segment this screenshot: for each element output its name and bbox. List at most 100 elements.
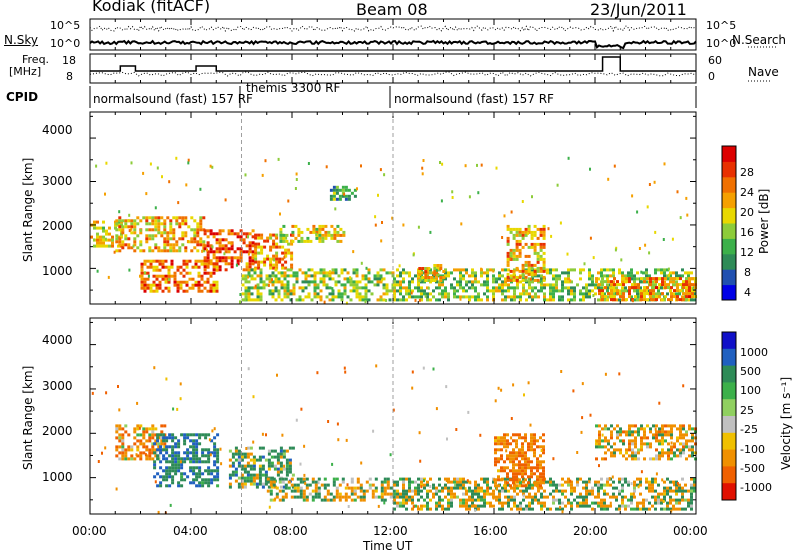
heatmap-cell <box>506 466 509 470</box>
heatmap-cell <box>429 292 432 296</box>
heatmap-cell <box>111 241 114 245</box>
heatmap-cell <box>247 292 251 296</box>
heatmap-cell <box>133 243 137 247</box>
power-colorbar-swatch <box>722 253 736 270</box>
heatmap-cell <box>335 489 339 493</box>
heatmap-cell <box>186 240 189 243</box>
heatmap-cell <box>474 504 477 508</box>
heatmap-cell <box>666 268 669 272</box>
heatmap-cell <box>118 408 121 412</box>
heatmap-cell <box>489 268 492 272</box>
heatmap-cell <box>678 292 681 296</box>
heatmap-cell <box>183 478 187 482</box>
heatmap-cell <box>569 479 572 483</box>
heatmap-cell <box>314 492 318 496</box>
heatmap-cell <box>221 244 225 248</box>
heatmap-cell <box>537 498 540 502</box>
heatmap-cell <box>285 233 289 237</box>
noise-sky-trace <box>89 39 697 50</box>
heatmap-cell <box>362 492 366 496</box>
heatmap-cell <box>275 233 279 237</box>
heatmap-cell <box>244 274 248 278</box>
heatmap-cell <box>148 439 152 443</box>
heatmap-cell <box>648 507 651 511</box>
heatmap-cell <box>480 274 483 278</box>
heatmap-cell <box>157 442 161 446</box>
heatmap-cell <box>634 442 637 446</box>
heatmap-cell <box>616 292 619 296</box>
heatmap-cell <box>529 423 532 427</box>
heatmap-cell <box>685 292 688 296</box>
heatmap-cell <box>344 194 348 198</box>
heatmap-cell <box>492 492 495 496</box>
heatmap-cell <box>661 298 664 302</box>
heatmap-cell <box>252 455 256 459</box>
heatmap-cell <box>658 430 661 434</box>
heatmap-cell <box>604 286 607 290</box>
heatmap-cell <box>356 477 360 481</box>
heatmap-cell <box>690 504 693 508</box>
heatmap-cell <box>261 485 265 489</box>
heatmap-cell <box>181 234 185 238</box>
heatmap-cell <box>527 445 530 449</box>
heatmap-cell <box>621 483 624 487</box>
heatmap-cell <box>679 427 682 431</box>
heatmap-cell <box>151 442 155 446</box>
heatmap-cell <box>613 295 616 299</box>
heatmap-cell <box>570 507 573 511</box>
heatmap-cell <box>203 259 207 263</box>
heatmap-cell <box>462 274 465 278</box>
heatmap-cell <box>284 486 288 490</box>
heatmap-cell <box>289 292 293 296</box>
heatmap-cell <box>666 486 669 490</box>
heatmap-cell <box>206 277 210 281</box>
heatmap-cell <box>660 271 663 275</box>
heatmap-cell <box>685 442 688 446</box>
heatmap-cell <box>524 230 528 234</box>
heatmap-cell <box>334 207 337 211</box>
heatmap-cell <box>653 180 656 184</box>
heatmap-cell <box>509 478 512 482</box>
heatmap-cell <box>420 483 423 487</box>
heatmap-cell <box>254 260 258 264</box>
heatmap-cell <box>549 477 552 481</box>
heatmap-cell <box>355 286 359 290</box>
heatmap-cell <box>418 267 422 270</box>
heatmap-cell <box>619 427 622 431</box>
heatmap-cell <box>693 298 696 302</box>
heatmap-cell <box>691 427 694 431</box>
heatmap-cell <box>684 271 687 275</box>
heatmap-cell <box>561 289 564 293</box>
heatmap-cell <box>684 483 687 487</box>
vel-cb-tick-25: 25 <box>740 404 754 417</box>
heatmap-cell <box>667 457 670 461</box>
heatmap-cell <box>685 277 688 281</box>
heatmap-cell <box>527 442 530 446</box>
heatmap-cell <box>521 233 525 237</box>
heatmap-cell <box>521 484 524 488</box>
heatmap-cell <box>603 498 606 502</box>
heatmap-cell <box>613 454 616 458</box>
heatmap-cell <box>336 239 340 243</box>
heatmap-cell <box>227 256 231 260</box>
heatmap-cell <box>512 454 515 458</box>
heatmap-cell <box>297 239 301 243</box>
heatmap-cell <box>227 262 231 266</box>
heatmap-cell <box>420 292 423 296</box>
heatmap-cell <box>364 283 368 287</box>
heatmap-cell <box>636 504 639 508</box>
heatmap-cell <box>304 295 308 299</box>
heatmap-cell <box>528 277 531 281</box>
heatmap-cell <box>203 268 207 272</box>
heatmap-cell <box>506 224 510 228</box>
heatmap-cell <box>307 292 311 296</box>
heatmap-cell <box>555 283 558 287</box>
heatmap-cell <box>444 477 447 481</box>
heatmap-cell <box>359 498 363 502</box>
heatmap-cell <box>359 495 363 499</box>
heatmap-cell <box>402 277 405 281</box>
heatmap-cell <box>542 481 545 485</box>
heatmap-cell <box>442 270 446 273</box>
heatmap-cell <box>682 451 685 455</box>
heatmap-cell <box>269 492 273 496</box>
